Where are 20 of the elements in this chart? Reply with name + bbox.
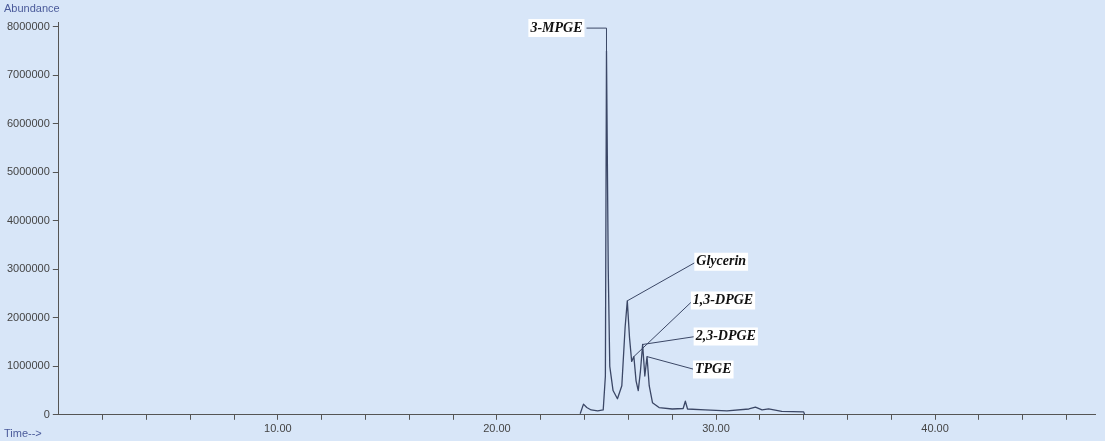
y-tick-label: 0: [43, 407, 50, 420]
annotation: 3-MPGE: [529, 19, 583, 35]
y-tick-label: 3000000: [7, 262, 50, 275]
annotation: TPGE: [695, 361, 732, 377]
y-axis-title: Abundance: [4, 2, 60, 14]
y-tick-label: 7000000: [7, 68, 50, 81]
y-tick-label: 5000000: [7, 165, 50, 178]
x-tick-label: 30.00: [702, 422, 730, 435]
y-tick-label: 1000000: [7, 359, 50, 372]
x-tick-label: 10.00: [264, 422, 292, 435]
y-tick-label: 4000000: [7, 213, 50, 226]
x-axis-title: Time-->: [4, 427, 42, 439]
annotation: 2,3-DPGE: [694, 328, 756, 344]
y-tick-label: 2000000: [7, 310, 50, 323]
y-tick-label: 8000000: [7, 19, 50, 32]
annotation: Glycerin: [696, 253, 747, 269]
annotation: 1,3-DPGE: [692, 292, 754, 308]
x-tick-label: 40.00: [921, 422, 949, 435]
x-tick-label: 20.00: [483, 422, 511, 435]
y-tick-label: 6000000: [7, 116, 50, 129]
